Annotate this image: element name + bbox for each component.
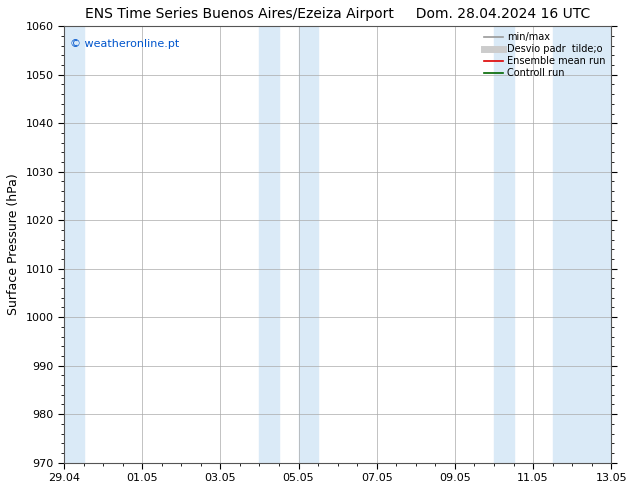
Bar <box>64 26 84 463</box>
Bar <box>494 26 514 463</box>
Text: © weatheronline.pt: © weatheronline.pt <box>70 39 179 49</box>
Bar <box>553 26 611 463</box>
Title: ENS Time Series Buenos Aires/Ezeiza Airport     Dom. 28.04.2024 16 UTC: ENS Time Series Buenos Aires/Ezeiza Airp… <box>85 7 590 21</box>
Bar <box>259 26 279 463</box>
Legend: min/max, Desvio padr  tilde;o, Ensemble mean run, Controll run: min/max, Desvio padr tilde;o, Ensemble m… <box>480 28 609 82</box>
Bar <box>299 26 318 463</box>
Y-axis label: Surface Pressure (hPa): Surface Pressure (hPa) <box>7 173 20 316</box>
